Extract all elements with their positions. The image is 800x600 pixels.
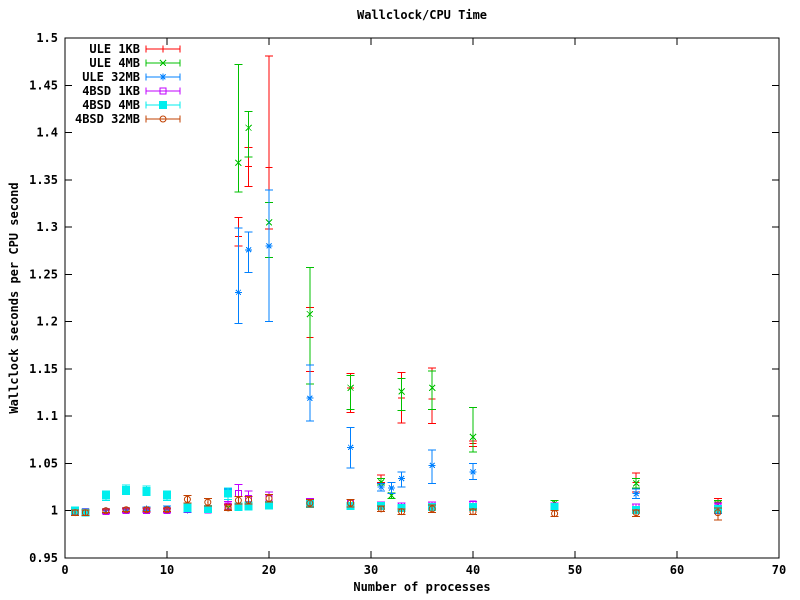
y-tick-label: 1.3 (36, 220, 58, 234)
y-tick-label: 1.5 (36, 31, 58, 45)
series-ule-1kb (71, 55, 722, 516)
y-tick-label: 1.15 (29, 362, 58, 376)
legend-item-ule-4mb: ULE 4MB (89, 56, 181, 70)
legend-label: 4BSD 4MB (82, 98, 140, 112)
x-tick-label: 60 (670, 563, 684, 577)
y-tick-label: 1.05 (29, 456, 58, 470)
legend-label: ULE 32MB (82, 70, 140, 84)
y-tick-label: 1.2 (36, 315, 58, 329)
y-tick-label: 1 (51, 504, 58, 518)
y-tick-label: 1.25 (29, 267, 58, 281)
series-ule-4mb (71, 63, 722, 516)
y-tick-label: 1.1 (36, 409, 58, 423)
x-tick-label: 0 (61, 563, 68, 577)
legend-label: 4BSD 1KB (82, 84, 140, 98)
legend-item-4bsd-1kb: 4BSD 1KB (82, 84, 181, 98)
y-tick-label: 1.45 (29, 78, 58, 92)
legend-label: 4BSD 32MB (75, 112, 140, 126)
series-ule-32mb (71, 189, 722, 517)
y-tick-label: 1.35 (29, 173, 58, 187)
legend-label: ULE 1KB (89, 42, 140, 56)
legend-item-ule-32mb: ULE 32MB (82, 70, 181, 84)
chart-title: Wallclock/CPU Time (356, 8, 488, 22)
x-axis-label: Number of processes (353, 580, 491, 594)
axes: 0 10 20 30 40 50 60 70 0.95 1 1.05 1.1 1.15 1.2 1.25 1.… (29, 31, 786, 577)
x-tick-label: 30 (364, 563, 378, 577)
legend-item-4bsd-32mb: 4BSD 32MB (75, 112, 181, 126)
legend-item-4bsd-4mb: 4BSD 4MB (82, 98, 181, 112)
x-tick-label: 50 (568, 563, 582, 577)
legend-item-ule-1kb: ULE 1KB (89, 42, 181, 56)
legend-label: ULE 4MB (89, 56, 140, 70)
x-tick-label: 10 (160, 563, 174, 577)
y-tick-label: 1.4 (36, 126, 58, 140)
x-tick-label: 40 (466, 563, 480, 577)
y-tick-label: 0.95 (29, 551, 58, 565)
x-tick-label: 70 (772, 563, 786, 577)
series-4bsd-32mb (71, 494, 722, 521)
x-tick-label: 20 (262, 563, 276, 577)
